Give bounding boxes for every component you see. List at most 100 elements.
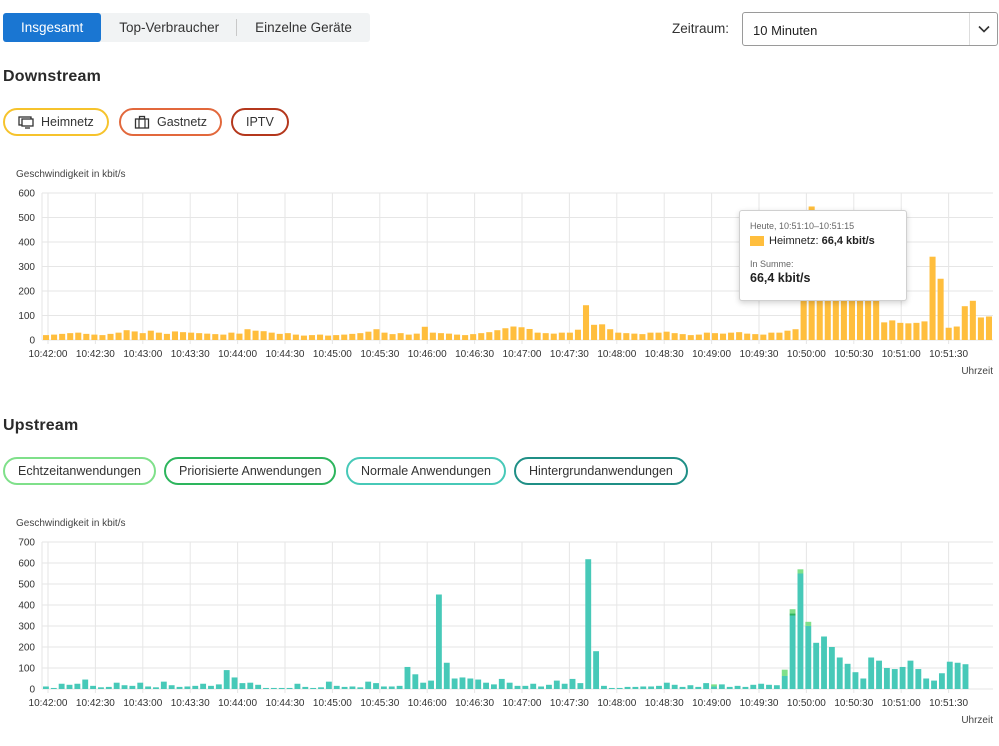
- upstream-x-tick-label: 10:49:00: [692, 698, 731, 709]
- upstream-y-tick-label: 300: [18, 622, 35, 633]
- upstream-bar: [954, 662, 961, 689]
- upstream-bar: [773, 685, 780, 689]
- chip-label: Heimnetz: [41, 115, 94, 129]
- downstream-bar: [244, 329, 251, 340]
- upstream-bar: [828, 647, 835, 689]
- upstream-x-tick-label: 10:47:30: [550, 698, 589, 709]
- downstream-bar: [67, 333, 74, 340]
- downstream-bar: [744, 333, 751, 340]
- downstream-bar: [107, 333, 114, 340]
- downstream-bar: [317, 334, 324, 340]
- upstream-bar: [766, 684, 772, 689]
- upstream-bar: [318, 687, 324, 689]
- upstream-bar: [695, 686, 702, 689]
- downstream-bar: [607, 329, 614, 340]
- downstream-bar: [889, 320, 896, 340]
- downstream-bar: [719, 333, 727, 340]
- downstream-x-tick-label: 10:50:30: [834, 349, 873, 360]
- downstream-bar: [236, 333, 243, 340]
- downstream-y-tick-label: 100: [18, 311, 35, 322]
- upstream-x-tick-label: 10:46:30: [455, 698, 494, 709]
- zeitraum-select[interactable]: 10 Minuten: [742, 12, 998, 46]
- downstream-x-tick-label: 10:47:30: [550, 349, 589, 360]
- downstream-bar: [542, 333, 549, 340]
- upstream-bar: [404, 666, 411, 689]
- chip-label: Hintergrundanwendungen: [529, 464, 673, 478]
- downstream-bar: [43, 335, 50, 340]
- chip-label: Gastnetz: [157, 115, 208, 129]
- downstream-bar: [268, 332, 275, 340]
- upstream-bar: [577, 683, 584, 689]
- upstream-y-axis-title: Geschwindigkeit in kbit/s: [16, 518, 126, 529]
- upstream-bar: [255, 684, 262, 689]
- upstream-x-tick-label: 10:45:00: [313, 698, 352, 709]
- chip-heimnetz[interactable]: Heimnetz: [3, 108, 109, 136]
- upstream-bar: [74, 683, 81, 689]
- upstream-bar: [490, 684, 497, 689]
- downstream-bar: [985, 316, 992, 340]
- chip-gastnetz[interactable]: Gastnetz: [119, 108, 223, 136]
- upstream-bar: [703, 683, 710, 689]
- downstream-x-tick-label: 10:46:00: [408, 349, 447, 360]
- upstream-bar: [648, 686, 655, 689]
- downstream-bar: [776, 332, 783, 340]
- downstream-bar: [639, 334, 646, 340]
- downstream-bar: [760, 334, 767, 340]
- downstream-bar: [663, 331, 670, 340]
- chart-tooltip: Heute, 10:51:10–10:51:15 Heimnetz: 66,4 …: [739, 210, 907, 301]
- downstream-bar: [397, 333, 404, 340]
- downstream-bar: [260, 331, 267, 340]
- upstream-bar: [891, 669, 898, 689]
- downstream-y-tick-label: 400: [18, 238, 35, 249]
- downstream-bar: [341, 334, 348, 340]
- upstream-bar: [239, 683, 246, 689]
- upstream-bar: [223, 670, 230, 689]
- chip-hintergrund[interactable]: Hintergrundanwendungen: [514, 457, 688, 485]
- downstream-bar: [510, 326, 517, 340]
- upstream-bar: [231, 677, 238, 689]
- downstream-bar: [470, 334, 477, 340]
- downstream-bar: [897, 322, 904, 340]
- upstream-y-tick-label: 400: [18, 601, 35, 612]
- downstream-bar: [703, 332, 710, 340]
- tooltip-sum-label: In Summe:: [750, 259, 794, 269]
- tab-einzelne-geraete[interactable]: Einzelne Geräte: [255, 20, 352, 35]
- chip-priorisiert[interactable]: Priorisierte Anwendungen: [164, 457, 337, 485]
- tab-insgesamt[interactable]: Insgesamt: [3, 13, 102, 42]
- chip-iptv[interactable]: IPTV: [231, 108, 289, 136]
- upstream-bar: [852, 672, 859, 689]
- upstream-bar: [113, 682, 120, 689]
- upstream-bar: [781, 669, 788, 676]
- downstream-bar: [937, 278, 944, 340]
- upstream-bar: [750, 684, 757, 689]
- downstream-bar: [180, 332, 187, 340]
- chip-echtzeit[interactable]: Echtzeitanwendungen: [3, 457, 157, 485]
- chip-normal[interactable]: Normale Anwendungen: [346, 457, 506, 485]
- downstream-bar: [953, 326, 960, 340]
- chevron-down-icon: [969, 13, 997, 45]
- upstream-bar: [836, 657, 843, 689]
- downstream-bar: [99, 335, 106, 340]
- downstream-x-tick-label: 10:49:30: [740, 349, 779, 360]
- downstream-bar: [349, 333, 356, 340]
- downstream-bar: [437, 333, 444, 340]
- upstream-bar: [726, 686, 733, 689]
- upstream-bar: [711, 684, 717, 687]
- downstream-bar: [647, 332, 654, 340]
- downstream-bar: [115, 332, 122, 340]
- downstream-bar: [921, 321, 928, 340]
- upstream-bar: [868, 657, 875, 689]
- downstream-bar: [599, 324, 606, 340]
- downstream-x-tick-label: 10:44:00: [218, 349, 257, 360]
- tab-top-verbraucher[interactable]: Top-Verbraucher: [101, 13, 237, 42]
- downstream-bar: [212, 334, 219, 340]
- downstream-bar: [848, 266, 855, 340]
- downstream-bar: [840, 266, 847, 340]
- downstream-bar: [276, 333, 283, 340]
- downstream-bar: [856, 266, 864, 340]
- downstream-bar: [220, 334, 227, 340]
- upstream-bar: [883, 668, 890, 689]
- upstream-x-tick-label: 10:50:00: [787, 698, 826, 709]
- upstream-bar: [718, 684, 725, 689]
- downstream-bar: [591, 324, 598, 340]
